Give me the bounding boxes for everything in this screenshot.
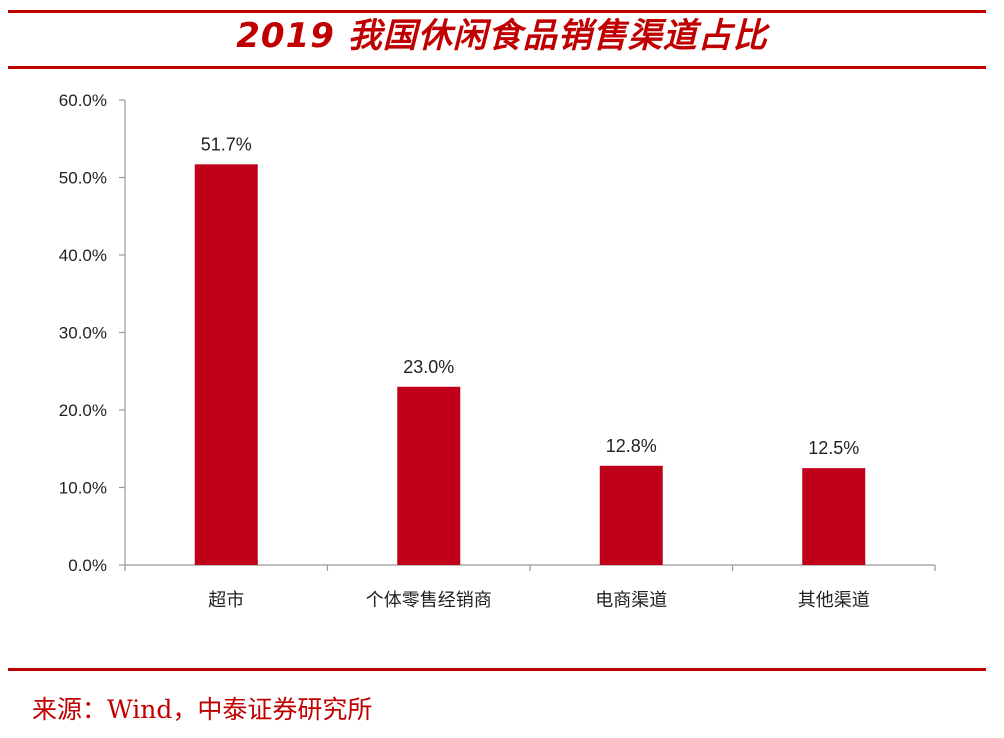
x-category-label: 超市 [208, 590, 244, 611]
bar-chart: 0.0% 10.0% 20.0% 30.0% 40.0% 50.0% 60.0% 51.7% 超… [59, 91, 936, 611]
y-tick-label: 10.0% [59, 479, 107, 498]
y-tick-label: 60.0% [59, 91, 107, 110]
y-tick-label: 40.0% [59, 246, 107, 265]
y-tick-label: 50.0% [59, 169, 107, 188]
page-title: 2019 我国休闲食品销售渠道占比 [236, 16, 768, 56]
top-rule [8, 10, 986, 13]
y-tick-label: 30.0% [59, 324, 107, 343]
x-category-label: 个体零售经销商 [366, 590, 492, 611]
y-tick-label: 0.0% [68, 556, 107, 575]
title-underline-rule [8, 66, 986, 69]
y-tick-label: 20.0% [59, 401, 107, 420]
bar [397, 386, 461, 565]
bar [599, 465, 663, 565]
footer-rule [8, 668, 986, 671]
bar [802, 468, 866, 565]
data-label: 51.7% [201, 134, 252, 154]
x-category-label: 电商渠道 [595, 590, 667, 611]
source-note: 来源：Wind，中泰证券研究所 [32, 695, 373, 724]
x-category-label: 其他渠道 [798, 590, 870, 611]
data-label: 12.8% [606, 436, 657, 456]
data-label: 23.0% [403, 357, 454, 377]
data-label: 12.5% [808, 438, 859, 458]
bar [194, 164, 258, 565]
